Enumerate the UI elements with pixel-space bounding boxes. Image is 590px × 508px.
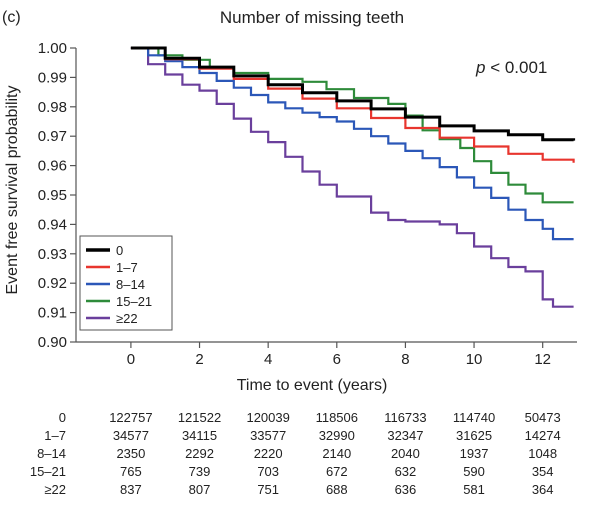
risk-row-label: 1–7 xyxy=(44,428,66,443)
risk-cell: 121522 xyxy=(178,410,221,425)
p-threshold: < 0.001 xyxy=(485,58,547,77)
risk-cell: 354 xyxy=(532,464,554,479)
series-lines xyxy=(130,46,576,308)
legend-entry: 15–21 xyxy=(116,294,152,309)
y-tick-label: 0.97 xyxy=(38,128,67,145)
y-tick-label: 0.94 xyxy=(38,216,67,233)
risk-cell: 751 xyxy=(257,482,279,497)
legend-entry: ≥22 xyxy=(116,311,138,326)
risk-cell: 1937 xyxy=(460,446,489,461)
legend: 0 1–7 8–14 15–21 ≥22 xyxy=(79,235,173,331)
series-line-2 xyxy=(130,46,574,241)
risk-cell: 1048 xyxy=(528,446,557,461)
x-tick-label: 2 xyxy=(195,351,203,368)
y-tick-label: 0.95 xyxy=(38,187,67,204)
y-tick-label: 0.90 xyxy=(38,334,67,351)
y-tick-label: 1.00 xyxy=(38,40,67,57)
risk-cell: 34115 xyxy=(182,428,217,443)
risk-cell: 636 xyxy=(395,482,417,497)
risk-cell: 120039 xyxy=(246,410,289,425)
legend-entry: 8–14 xyxy=(116,277,145,292)
risk-cell: 114740 xyxy=(453,410,495,425)
risk-cell: 2292 xyxy=(185,446,214,461)
legend-entry: 0 xyxy=(116,243,123,258)
risk-cell: 2040 xyxy=(391,446,420,461)
axes: 0.90 0.91 0.92 0.93 0.94 0.95 0.96 0.97 0.98 0.99… xyxy=(38,40,577,368)
risk-cell: 116733 xyxy=(384,410,426,425)
x-tick-label: 6 xyxy=(333,351,341,368)
y-tick-label: 0.92 xyxy=(38,275,67,292)
panel-label: (c) xyxy=(2,9,21,26)
x-tick-label: 10 xyxy=(466,351,483,368)
y-tick-label: 0.91 xyxy=(38,305,67,322)
series-line-0 xyxy=(130,46,576,142)
chart-title: Number of missing teeth xyxy=(220,8,404,27)
legend-entry: 1–7 xyxy=(116,260,138,275)
risk-row-label: 8–14 xyxy=(37,446,66,461)
p-symbol: p xyxy=(475,58,485,77)
risk-row-label: 15–21 xyxy=(30,464,66,479)
risk-cell: 364 xyxy=(532,482,554,497)
series-line-4 xyxy=(130,46,574,308)
y-axis-title: Event free survival probability xyxy=(4,86,21,295)
risk-row-label: 0 xyxy=(59,410,66,425)
x-tick-label: 8 xyxy=(401,351,409,368)
risk-cell: 32347 xyxy=(387,428,423,443)
p-value-annotation: p < 0.001 xyxy=(475,58,547,77)
risk-cell: 31625 xyxy=(456,428,492,443)
x-tick-label: 4 xyxy=(264,351,272,368)
x-tick-label: 12 xyxy=(534,351,551,368)
risk-cell: 581 xyxy=(463,482,485,497)
risk-cell: 632 xyxy=(395,464,417,479)
risk-table: 0 122757 121522 120039 118506 116733 114740 504… xyxy=(30,410,561,497)
x-tick-label: 0 xyxy=(127,351,135,368)
risk-cell: 807 xyxy=(189,482,211,497)
x-axis-title: Time to event (years) xyxy=(237,377,388,394)
y-tick-label: 0.98 xyxy=(38,99,67,116)
risk-cell: 590 xyxy=(463,464,485,479)
risk-cell: 33577 xyxy=(250,428,286,443)
risk-cell: 739 xyxy=(189,464,211,479)
risk-cell: 765 xyxy=(120,464,142,479)
risk-cell: 14274 xyxy=(525,428,561,443)
risk-cell: 688 xyxy=(326,482,348,497)
risk-cell: 32990 xyxy=(319,428,355,443)
risk-cell: 122757 xyxy=(109,410,152,425)
risk-cell: 34577 xyxy=(113,428,149,443)
y-tick-label: 0.99 xyxy=(38,69,67,86)
risk-cell: 2140 xyxy=(322,446,351,461)
risk-cell: 672 xyxy=(326,464,348,479)
risk-cell: 2220 xyxy=(254,446,283,461)
risk-cell: 703 xyxy=(257,464,279,479)
risk-cell: 2350 xyxy=(116,446,145,461)
risk-cell: 837 xyxy=(120,482,142,497)
risk-cell: 118506 xyxy=(316,410,358,425)
risk-row-label: ≥22 xyxy=(44,482,66,497)
risk-cell: 50473 xyxy=(525,410,561,425)
y-tick-label: 0.96 xyxy=(38,158,67,175)
y-tick-label: 0.93 xyxy=(38,246,67,263)
